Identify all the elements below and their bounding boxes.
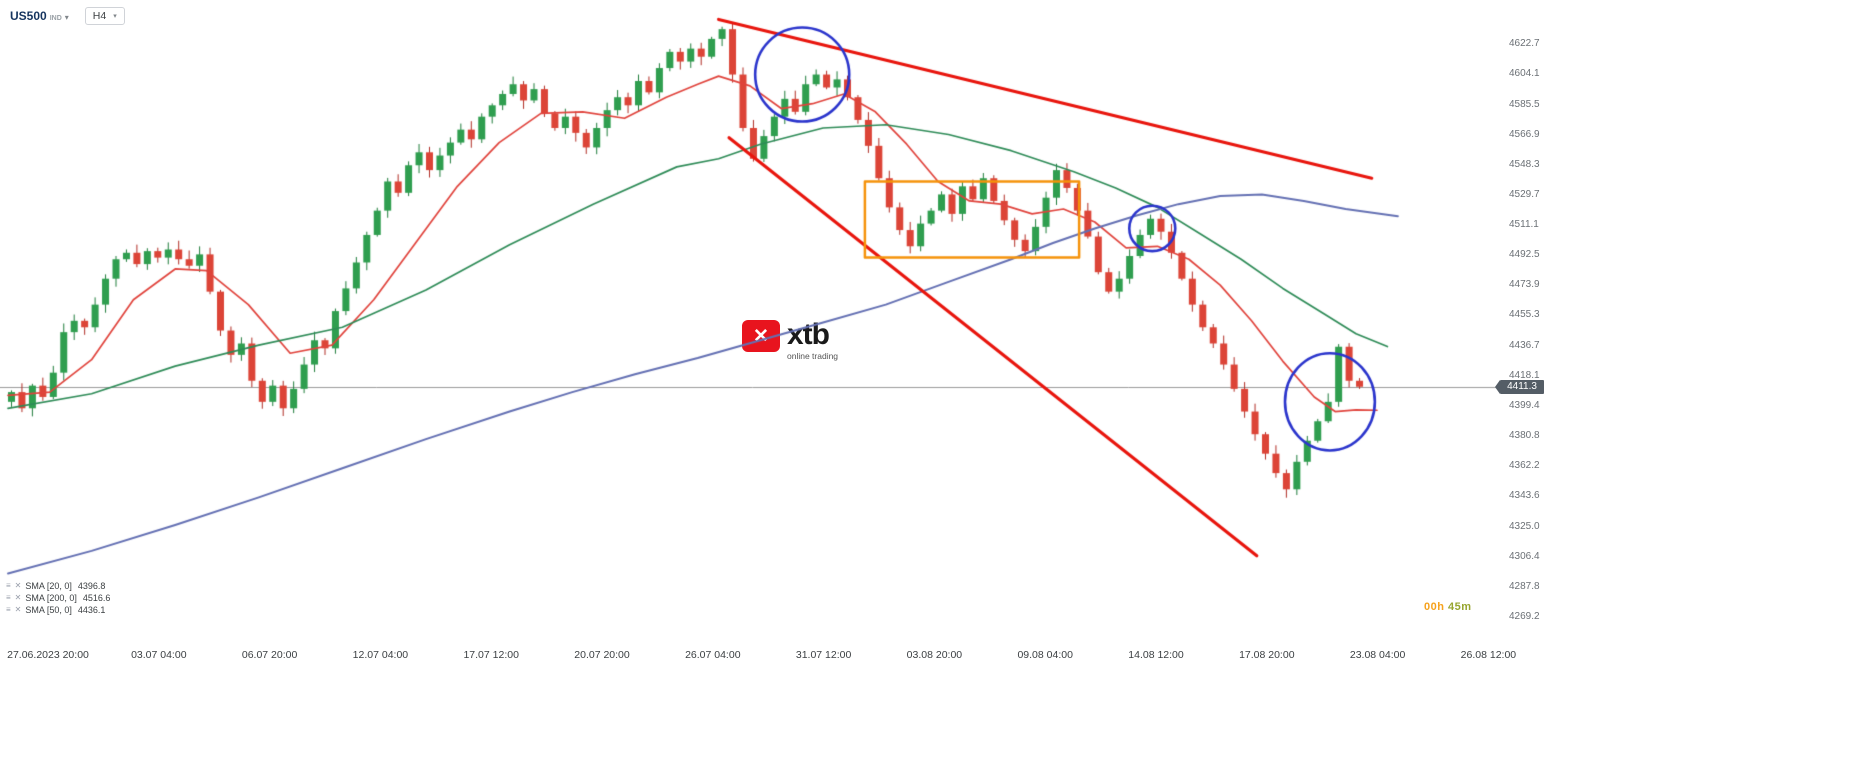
price-axis-label: 4473.9: [1509, 279, 1540, 291]
legend-row-sma20[interactable]: ≡ ✕ SMA [20, 0] 4396.8: [6, 580, 110, 592]
indicator-label: SMA [200, 0]: [25, 593, 77, 603]
price-axis-label: 4622.7: [1509, 38, 1540, 50]
price-axis-label: 4455.3: [1509, 309, 1540, 321]
indicator-settings-icon[interactable]: ≡: [6, 605, 11, 614]
price-axis-label: 4325.0: [1509, 520, 1540, 532]
time-axis-label: 26.07 04:00: [685, 649, 741, 661]
symbol-selector[interactable]: US500 IND ▾: [10, 9, 69, 23]
current-price-tag: 4411.3: [1495, 379, 1544, 394]
time-axis-label: 27.06.2023 20:00: [7, 649, 89, 661]
price-axis-label: 4343.6: [1509, 490, 1540, 502]
indicator-label: SMA [20, 0]: [25, 581, 72, 591]
time-axis-label: 03.08 20:00: [906, 649, 963, 661]
price-axis-label: 4511.1: [1509, 219, 1539, 231]
symbol-label: US500: [10, 9, 47, 23]
countdown-hours: 00h: [1424, 601, 1445, 613]
time-axis-label: 31.07 12:00: [795, 649, 852, 661]
time-axis-label: 17.08 20:00: [1239, 649, 1295, 661]
price-axis-label: 4362.2: [1509, 460, 1540, 472]
timeframe-label: H4: [92, 10, 107, 22]
indicator-value: 4396.8: [77, 581, 106, 591]
price-axis[interactable]: 4622.7 4604.1 4585.5 4566.9 4548.3 4529.7 4511…: [1507, 0, 1565, 645]
legend-row-sma200[interactable]: ≡ ✕ SMA [200, 0] 4516.6: [6, 592, 110, 604]
indicator-label: SMA [50, 0]: [25, 605, 72, 615]
indicator-value: 4436.1: [77, 605, 106, 615]
time-axis-label: 20.07 20:00: [574, 649, 630, 661]
indicator-remove-icon[interactable]: ✕: [14, 581, 22, 590]
indicator-legend: ≡ ✕ SMA [20, 0] 4396.8 ≡ ✕ SMA [200, 0] …: [6, 580, 110, 616]
price-axis-label: 4604.1: [1509, 68, 1540, 80]
indicator-remove-icon[interactable]: ✕: [14, 605, 22, 614]
time-axis-label: 23.08 04:00: [1349, 649, 1406, 661]
price-axis-label: 4566.9: [1509, 128, 1540, 140]
price-axis-label: 4492.5: [1509, 249, 1540, 261]
chevron-down-icon: ▾: [113, 13, 117, 20]
candle-countdown: 00h 45m: [1424, 601, 1472, 613]
price-axis-label: 4306.4: [1509, 550, 1540, 562]
indicator-value: 4516.6: [82, 593, 111, 603]
time-axis-label: 06.07 20:00: [241, 649, 298, 661]
indicator-settings-icon[interactable]: ≡: [6, 593, 11, 602]
countdown-minutes: 45m: [1448, 601, 1472, 613]
indicator-remove-icon[interactable]: ✕: [14, 593, 22, 602]
price-axis-label: 4529.7: [1509, 188, 1540, 200]
time-axis-label: 09.08 04:00: [1017, 649, 1073, 661]
symbol-type-label: IND: [49, 15, 62, 22]
chevron-down-icon: ▾: [64, 13, 69, 22]
price-axis-label: 4399.4: [1509, 400, 1540, 412]
price-axis-label: 4380.8: [1509, 430, 1540, 442]
time-axis-label: 12.07 04:00: [352, 649, 409, 661]
time-axis[interactable]: 27.06.2023 20:00 03.07 04:00 06.07 20:00 12…: [0, 649, 1560, 667]
price-axis-label: 4436.7: [1509, 339, 1540, 351]
price-axis-label: 4269.2: [1509, 610, 1540, 622]
chart-toolbar: US500 IND ▾ H4 ▾: [10, 7, 125, 25]
price-axis-label: 4287.8: [1509, 580, 1540, 592]
indicator-settings-icon[interactable]: ≡: [6, 581, 11, 590]
legend-row-sma50[interactable]: ≡ ✕ SMA [50, 0] 4436.1: [6, 604, 110, 616]
price-chart-canvas[interactable]: [0, 0, 1507, 645]
time-axis-label: 03.07 04:00: [131, 649, 187, 661]
timeframe-selector[interactable]: H4 ▾: [84, 7, 125, 25]
price-axis-label: 4585.5: [1509, 98, 1540, 110]
price-axis-label: 4548.3: [1509, 158, 1540, 170]
price-axis-label: 4418.1: [1509, 369, 1540, 381]
time-axis-label: 17.07 12:00: [463, 649, 519, 661]
time-axis-label: 14.08 12:00: [1128, 649, 1184, 661]
time-axis-label: 26.08 12:00: [1460, 649, 1517, 661]
